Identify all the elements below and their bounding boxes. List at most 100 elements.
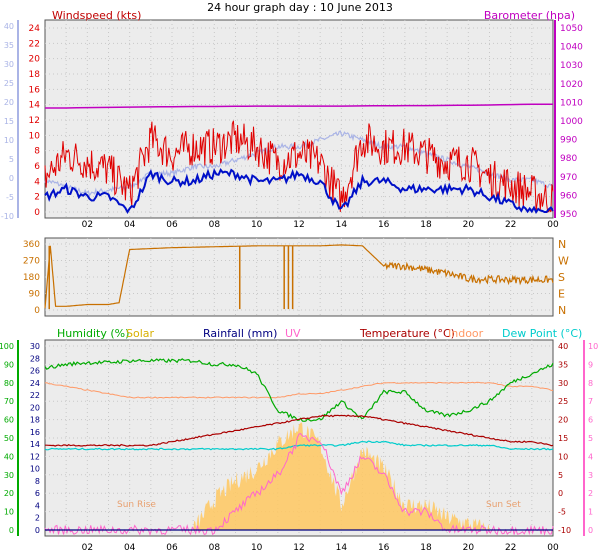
wind-tick-label: 24: [29, 24, 41, 34]
temp-tick-label: 40: [558, 342, 568, 351]
humidity-tick-label: 100: [0, 342, 14, 351]
humidity-tick-label: 50: [4, 434, 14, 443]
x-tick-label: 04: [124, 543, 136, 553]
x-tick-label: 10: [251, 543, 263, 553]
rain-tick-label: 4: [35, 501, 40, 510]
rain-tick-label: 2: [35, 514, 40, 523]
dir-compass-label: N: [558, 304, 566, 317]
panel-temp-legend: Humidity (%) Solar Rainfall (mm) UV Temp…: [57, 327, 582, 340]
humidity-tick-label: 60: [4, 416, 14, 425]
baro-tick-label: 990: [560, 136, 577, 146]
wind-tick-label: 0: [34, 208, 40, 218]
panel-temp-grid: [45, 340, 553, 536]
baro-tick-label: 1050: [560, 24, 583, 34]
baro-tick-label: 1000: [560, 117, 583, 127]
baro-tick-label: 1010: [560, 98, 583, 108]
wind-tick-label: 2: [34, 193, 40, 203]
wind-outer-tick-label: 10: [4, 136, 14, 145]
legend-humidity: Humidity (%): [57, 327, 129, 340]
wind-outer-tick-label: -5: [6, 193, 14, 202]
wind-outer-tick-label: 40: [4, 22, 14, 31]
rain-tick-label: 8: [35, 477, 40, 486]
x-tick-label: 16: [378, 543, 390, 553]
rain-tick-label: 26: [30, 367, 40, 376]
annotation-sunrise: Sun Rise: [117, 500, 156, 510]
panel-temp-series: [44, 358, 554, 537]
rain-tick-label: 30: [30, 342, 40, 351]
temp-tick-label: 35: [558, 360, 568, 369]
series-line-indoor: [44, 381, 554, 399]
wind-tick-label: 10: [29, 131, 41, 141]
rain-tick-label: 28: [30, 354, 40, 363]
uv-tick-label: 1: [588, 508, 593, 517]
temp-tick-label: 30: [558, 379, 568, 388]
uv-tick-label: 2: [588, 489, 593, 498]
humidity-tick-label: 30: [4, 471, 14, 480]
temp-tick-label: 10: [558, 452, 568, 461]
wind-tick-label: 20: [29, 55, 41, 65]
series-line-humidity: [44, 358, 554, 422]
temp-tick-label: -10: [558, 526, 571, 535]
uv-tick-label: 6: [588, 416, 593, 425]
rain-tick-label: 18: [30, 416, 40, 425]
panel-wind-axes: 2422201816141210864204035302520151050-5-…: [1, 20, 583, 230]
rain-tick-label: 12: [30, 452, 40, 461]
uv-tick-label: 5: [588, 434, 593, 443]
dir-tick-label: 180: [23, 273, 40, 283]
dir-tick-label: 360: [23, 240, 40, 250]
humidity-tick-label: 20: [4, 489, 14, 498]
temp-tick-label: -5: [558, 508, 566, 517]
wind-outer-tick-label: 30: [4, 60, 14, 69]
baro-tick-label: 980: [560, 154, 577, 164]
panel-temp-axes: 1009080706050403020100302826242220181614…: [0, 340, 598, 553]
x-tick-label: 08: [209, 543, 221, 553]
baro-tick-label: 1020: [560, 80, 583, 90]
wind-outer-tick-label: 20: [4, 98, 14, 107]
uv-tick-label: 4: [588, 452, 593, 461]
temp-tick-label: 0: [558, 489, 563, 498]
wind-outer-tick-label: 0: [9, 174, 14, 183]
x-tick-label: 08: [209, 220, 221, 230]
x-tick-label: 06: [166, 220, 178, 230]
baro-title: Barometer (hpa): [484, 9, 575, 22]
rain-tick-label: 22: [30, 391, 40, 400]
rain-tick-label: 14: [30, 440, 40, 449]
wind-title: Windspeed (kts): [52, 9, 141, 22]
x-tick-label: 18: [420, 543, 432, 553]
wind-tick-label: 18: [29, 70, 41, 80]
panel-dir-grid: [45, 238, 553, 316]
dir-compass-label: W: [558, 255, 569, 268]
x-tick-label: 20: [463, 220, 475, 230]
humidity-tick-label: 10: [4, 508, 14, 517]
wind-outer-tick-label: 15: [4, 117, 14, 126]
baro-tick-label: 1040: [560, 43, 583, 53]
uv-tick-label: 7: [588, 397, 593, 406]
legend-rainfall: Rainfall (mm): [203, 327, 277, 340]
dir-tick-label: 270: [23, 257, 40, 267]
dir-tick-label: 0: [34, 306, 40, 316]
x-tick-label: 02: [82, 543, 93, 553]
x-tick-label: 12: [293, 543, 304, 553]
series-line-dewpoint: [44, 440, 554, 451]
rain-tick-label: 20: [30, 403, 40, 412]
humidity-tick-label: 90: [4, 360, 14, 369]
wind-tick-label: 8: [34, 147, 40, 157]
x-tick-label: 00: [547, 543, 559, 553]
uv-tick-label: 3: [588, 471, 593, 480]
panel-wind-series: [44, 103, 554, 215]
wind-tick-label: 6: [34, 162, 40, 172]
wind-tick-label: 12: [29, 116, 40, 126]
series-line-average: [44, 167, 554, 215]
wind-outer-tick-label: 35: [4, 41, 14, 50]
dir-compass-label: E: [558, 288, 565, 301]
series-line-direction: [44, 244, 554, 309]
dir-tick-label: 90: [29, 290, 41, 300]
dir-compass-label: N: [558, 238, 566, 251]
rain-tick-label: 10: [30, 465, 40, 474]
x-tick-label: 12: [293, 220, 304, 230]
humidity-tick-label: 40: [4, 452, 14, 461]
wind-outer-tick-label: 25: [4, 79, 14, 88]
x-tick-label: 22: [505, 543, 516, 553]
